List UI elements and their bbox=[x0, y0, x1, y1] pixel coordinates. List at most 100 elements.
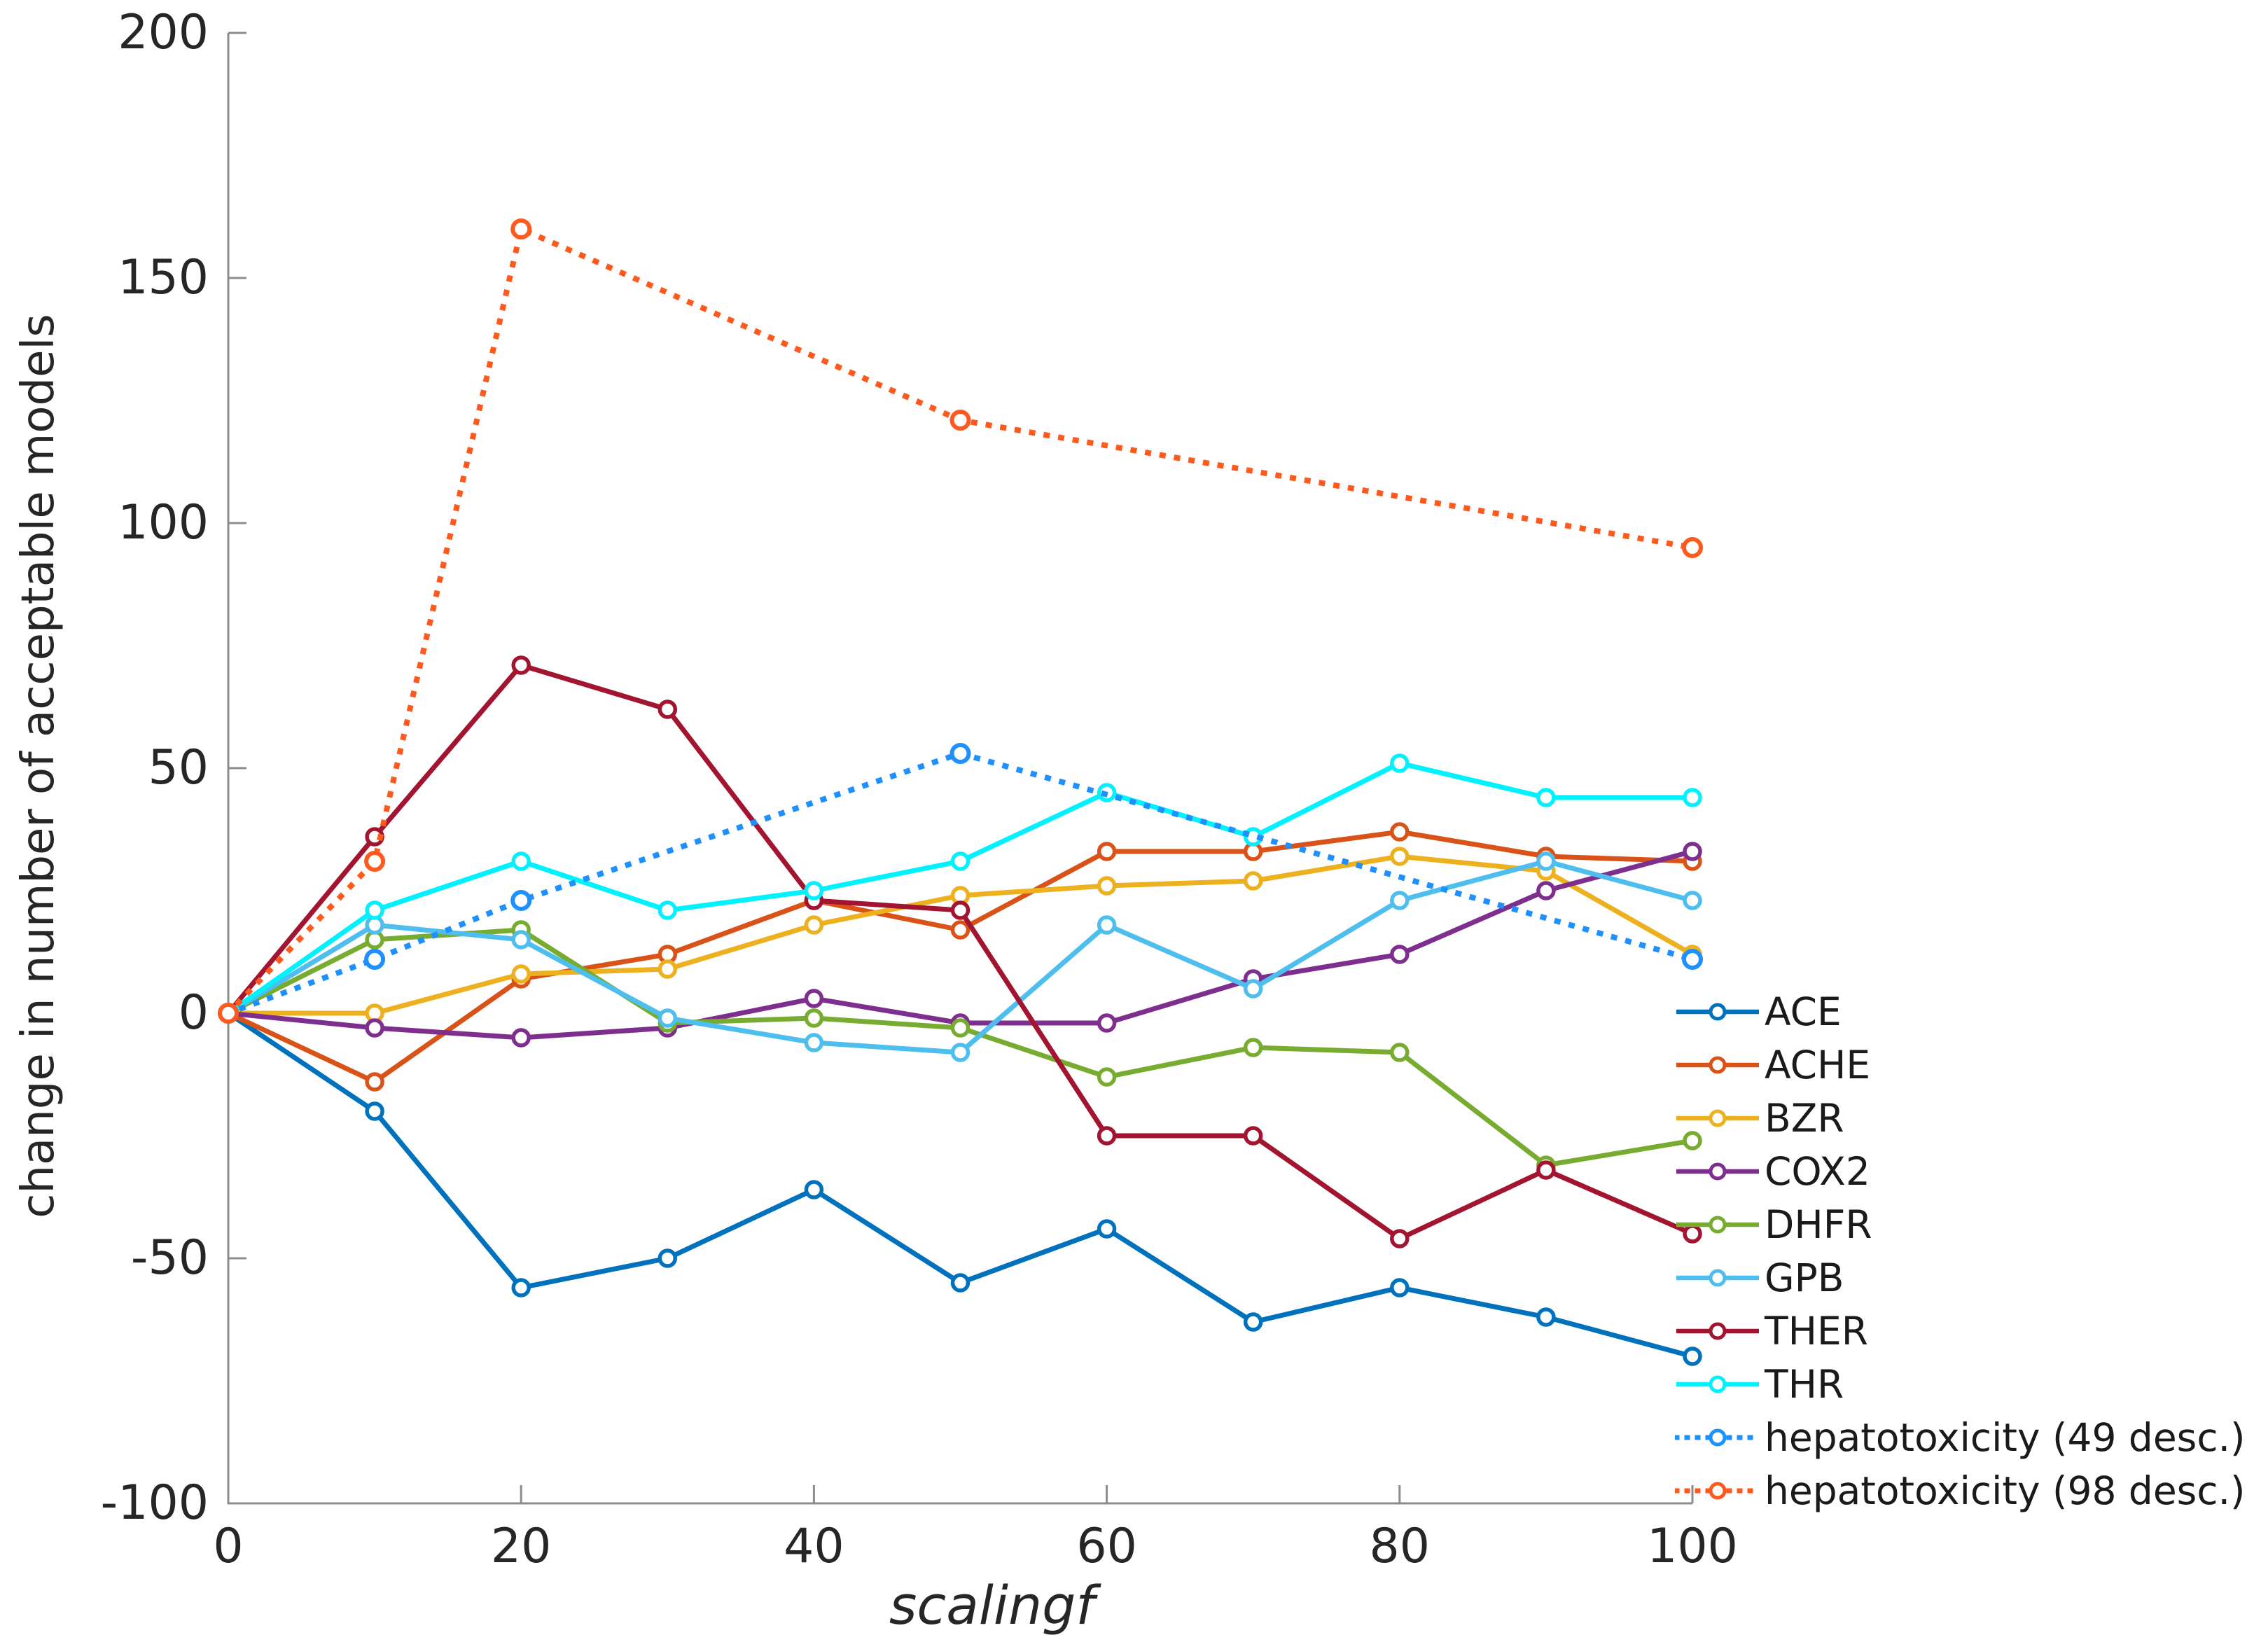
series-marker-DHFR bbox=[1390, 1043, 1410, 1062]
series-marker-GPB bbox=[658, 1008, 678, 1028]
series-marker-ACE bbox=[1390, 1278, 1410, 1297]
series-marker-DHFR bbox=[1243, 1038, 1263, 1057]
series-marker-hepatotoxicity (98 desc.) bbox=[1682, 537, 1703, 558]
series-marker-THR bbox=[1536, 788, 1556, 807]
series-marker-COX2 bbox=[1390, 945, 1410, 964]
series-marker-GPB bbox=[1097, 915, 1117, 935]
series-marker-hepatotoxicity (49 desc.) bbox=[364, 949, 386, 970]
series-marker-THR bbox=[950, 851, 970, 871]
legend-label: ACHE bbox=[1765, 1042, 1871, 1087]
series-marker-hepatotoxicity (98 desc.) bbox=[218, 1003, 239, 1024]
series-marker-hepatotoxicity (49 desc.) bbox=[1682, 949, 1703, 970]
y-tick-label: 100 bbox=[118, 495, 209, 550]
series-marker-ACHE bbox=[1390, 822, 1410, 842]
series-marker-THER bbox=[1390, 1229, 1410, 1248]
y-axis-label: change in number of acceptable models bbox=[13, 314, 64, 1218]
series-marker-ACE bbox=[511, 1278, 531, 1297]
legend-item-ACHE: ACHE bbox=[1675, 1038, 2246, 1092]
series-marker-THER bbox=[1097, 1126, 1117, 1146]
series-line-hepatotoxicity (98 desc.) bbox=[224, 225, 1696, 1017]
series-marker-DHFR bbox=[1683, 1131, 1702, 1150]
series-marker-DHFR bbox=[950, 1018, 970, 1038]
series-marker-ACE bbox=[1243, 1312, 1263, 1332]
legend-swatch-icon bbox=[1676, 1269, 1759, 1287]
series-marker-THER bbox=[658, 700, 678, 719]
legend-item-COX2: COX2 bbox=[1675, 1145, 2246, 1198]
series-marker-BZR bbox=[804, 915, 824, 935]
series-marker-COX2 bbox=[365, 1018, 384, 1038]
series-marker-hepatotoxicity (98 desc.) bbox=[949, 410, 971, 431]
series-marker-COX2 bbox=[1536, 881, 1556, 900]
series-marker-ACE bbox=[365, 1101, 384, 1121]
y-tick-label: 50 bbox=[148, 740, 209, 795]
x-tick-label: 20 bbox=[490, 1519, 552, 1574]
series-marker-ACHE bbox=[950, 920, 970, 940]
legend-label: COX2 bbox=[1765, 1148, 1870, 1194]
series-marker-BZR bbox=[1390, 847, 1410, 866]
series-marker-ACHE bbox=[1097, 842, 1117, 861]
legend-label: THER bbox=[1765, 1308, 1868, 1354]
series-marker-ACE bbox=[1536, 1307, 1556, 1327]
series-marker-COX2 bbox=[511, 1028, 531, 1048]
series-marker-THR bbox=[1390, 753, 1410, 773]
series-marker-DHFR bbox=[1097, 1067, 1117, 1087]
series-marker-THR bbox=[1683, 788, 1702, 807]
series-marker-THR bbox=[511, 851, 531, 871]
series-marker-THER bbox=[950, 900, 970, 920]
legend-swatch-icon bbox=[1676, 1109, 1759, 1127]
legend-item-GPB: GPB bbox=[1675, 1251, 2246, 1304]
series-line-hepatotoxicity (49 desc.) bbox=[224, 750, 1696, 1017]
legend-swatch-icon bbox=[1676, 1322, 1759, 1340]
series-marker-COX2 bbox=[1683, 842, 1702, 861]
legend-item-hepatotoxicity (98 desc.): hepatotoxicity (98 desc.) bbox=[1675, 1464, 2246, 1517]
series-marker-GPB bbox=[1243, 979, 1263, 999]
legend-label: GPB bbox=[1765, 1255, 1844, 1300]
legend-swatch-icon bbox=[1676, 1162, 1759, 1181]
legend-item-ACE: ACE bbox=[1675, 985, 2246, 1038]
x-tick-label: 100 bbox=[1647, 1519, 1738, 1574]
series-marker-hepatotoxicity (49 desc.) bbox=[510, 890, 532, 911]
series-marker-ACHE bbox=[365, 1072, 384, 1092]
x-tick-label: 60 bbox=[1076, 1519, 1137, 1574]
series-marker-hepatotoxicity (98 desc.) bbox=[364, 851, 386, 872]
x-tick-label: 0 bbox=[213, 1519, 244, 1574]
series-marker-DHFR bbox=[804, 1008, 824, 1028]
legend-label: ACE bbox=[1765, 989, 1842, 1034]
legend-item-THR: THR bbox=[1675, 1358, 2246, 1411]
y-tick-label: 150 bbox=[118, 250, 209, 305]
legend-swatch-icon bbox=[1676, 1056, 1759, 1074]
y-tick-label: 0 bbox=[178, 985, 209, 1041]
series-marker-BZR bbox=[1097, 876, 1117, 896]
legend-label: THR bbox=[1765, 1361, 1844, 1407]
series-marker-COX2 bbox=[1097, 1013, 1117, 1033]
legend-swatch-icon bbox=[1676, 1216, 1759, 1234]
legend-swatch-icon bbox=[1676, 1375, 1759, 1393]
series-marker-BZR bbox=[1243, 871, 1263, 891]
series-marker-THER bbox=[1536, 1160, 1556, 1180]
series-marker-GPB bbox=[1536, 851, 1556, 871]
series-marker-THR bbox=[804, 881, 824, 900]
legend-swatch-icon bbox=[1675, 1428, 1760, 1447]
series-marker-COX2 bbox=[804, 989, 824, 1008]
y-tick-label: -50 bbox=[130, 1230, 209, 1286]
legend-item-BZR: BZR bbox=[1675, 1092, 2246, 1145]
series-line-ACE bbox=[227, 1011, 1693, 1359]
series-marker-BZR bbox=[511, 964, 531, 984]
legend-label: hepatotoxicity (49 desc.) bbox=[1765, 1414, 2246, 1460]
legend-swatch-icon bbox=[1676, 1003, 1759, 1021]
series-marker-GPB bbox=[804, 1033, 824, 1052]
series-marker-THR bbox=[365, 900, 384, 920]
legend-label: DHFR bbox=[1765, 1202, 1872, 1247]
legend: ACE ACHE BZR COX2 DHFR GPB THER THR hepatotoxici… bbox=[1675, 985, 2246, 1517]
series-marker-THER bbox=[1243, 1126, 1263, 1146]
series-marker-ACE bbox=[950, 1273, 970, 1293]
legend-swatch-icon bbox=[1675, 1482, 1760, 1500]
legend-label: BZR bbox=[1765, 1095, 1844, 1141]
series-marker-ACE bbox=[1097, 1219, 1117, 1239]
series-marker-hepatotoxicity (98 desc.) bbox=[510, 218, 532, 239]
legend-item-hepatotoxicity (49 desc.): hepatotoxicity (49 desc.) bbox=[1675, 1411, 2246, 1464]
legend-label: hepatotoxicity (98 desc.) bbox=[1765, 1468, 2246, 1513]
y-tick-label: 200 bbox=[118, 5, 209, 60]
x-axis-label: scalingf bbox=[889, 1574, 1095, 1636]
